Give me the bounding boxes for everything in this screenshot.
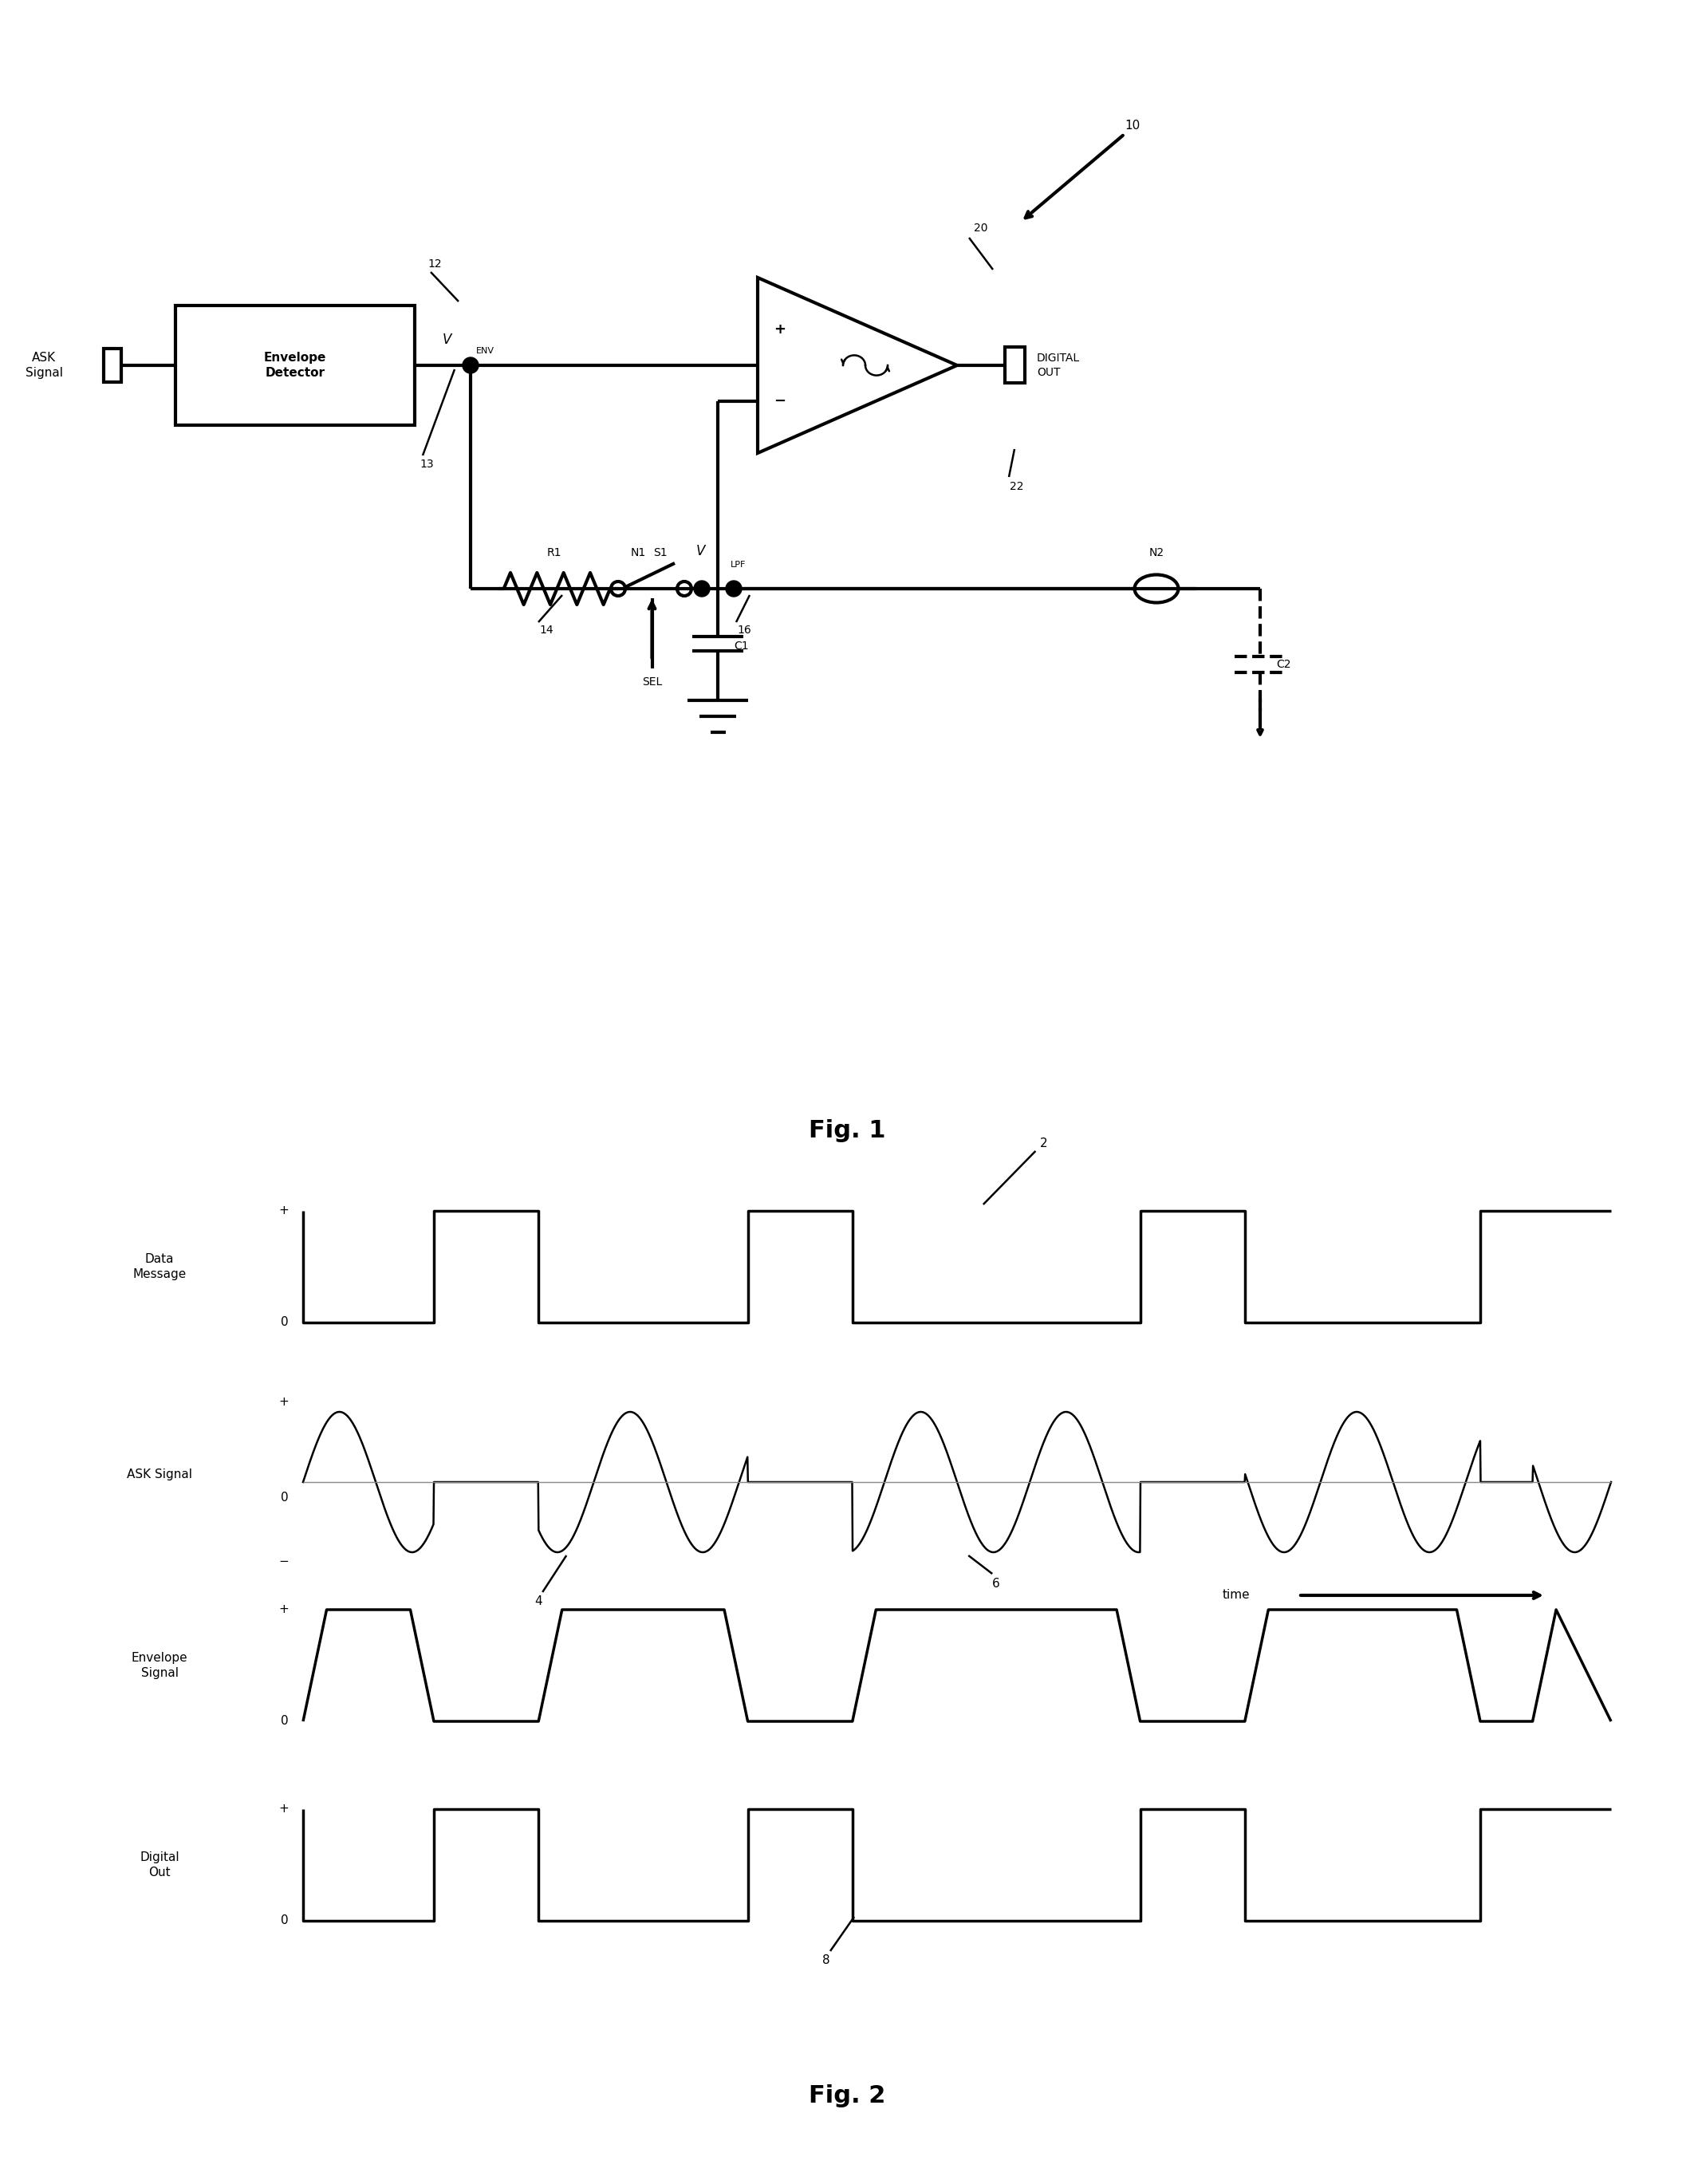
Text: Fig. 1: Fig. 1 <box>808 1120 886 1142</box>
Text: 14: 14 <box>539 625 554 636</box>
Text: ASK
Signal: ASK Signal <box>25 352 63 378</box>
Text: N2: N2 <box>1149 548 1164 559</box>
Text: 12: 12 <box>427 258 442 269</box>
Text: 6: 6 <box>993 1577 999 1590</box>
Text: 16: 16 <box>737 625 750 636</box>
Text: 22: 22 <box>1010 480 1023 491</box>
Text: Data
Message: Data Message <box>132 1254 186 1280</box>
Text: S1: S1 <box>652 548 667 559</box>
Text: 4: 4 <box>535 1594 542 1607</box>
Text: +: + <box>278 1206 288 1216</box>
Text: ASK Signal: ASK Signal <box>127 1468 191 1481</box>
Bar <box>1005 347 1025 382</box>
Circle shape <box>725 581 742 596</box>
Text: 13: 13 <box>420 459 434 470</box>
Text: LPF: LPF <box>730 561 745 568</box>
Text: N1: N1 <box>630 548 645 559</box>
Bar <box>103 349 122 382</box>
Text: ENV: ENV <box>476 347 495 356</box>
Text: 0: 0 <box>281 1714 288 1728</box>
Text: SEL: SEL <box>642 677 662 688</box>
Text: 0: 0 <box>281 1915 288 1926</box>
Text: 0: 0 <box>281 1317 288 1328</box>
Text: Envelope
Detector: Envelope Detector <box>264 352 327 380</box>
Text: +: + <box>774 323 786 336</box>
Text: V: V <box>442 332 452 347</box>
Text: Digital
Out: Digital Out <box>139 1852 180 1878</box>
Text: 0: 0 <box>281 1492 288 1505</box>
Circle shape <box>462 358 478 373</box>
Text: V: V <box>696 544 705 559</box>
Text: +: + <box>278 1804 288 1815</box>
Text: time: time <box>1223 1590 1250 1601</box>
Text: R1: R1 <box>547 548 562 559</box>
Text: C2: C2 <box>1276 660 1291 670</box>
Text: C1: C1 <box>734 640 749 651</box>
Text: +: + <box>278 1603 288 1616</box>
Text: +: + <box>278 1396 288 1409</box>
Text: 10: 10 <box>1125 120 1140 131</box>
Text: 8: 8 <box>822 1955 830 1966</box>
Circle shape <box>695 581 710 596</box>
Text: 2: 2 <box>1040 1138 1047 1149</box>
Text: DIGITAL
OUT: DIGITAL OUT <box>1037 354 1081 378</box>
Text: 20: 20 <box>974 223 988 234</box>
Bar <box>176 306 415 426</box>
Text: Envelope
Signal: Envelope Signal <box>132 1651 188 1679</box>
Text: −: − <box>774 393 786 408</box>
Text: −: − <box>278 1555 288 1568</box>
Text: Fig. 2: Fig. 2 <box>808 2086 886 2108</box>
